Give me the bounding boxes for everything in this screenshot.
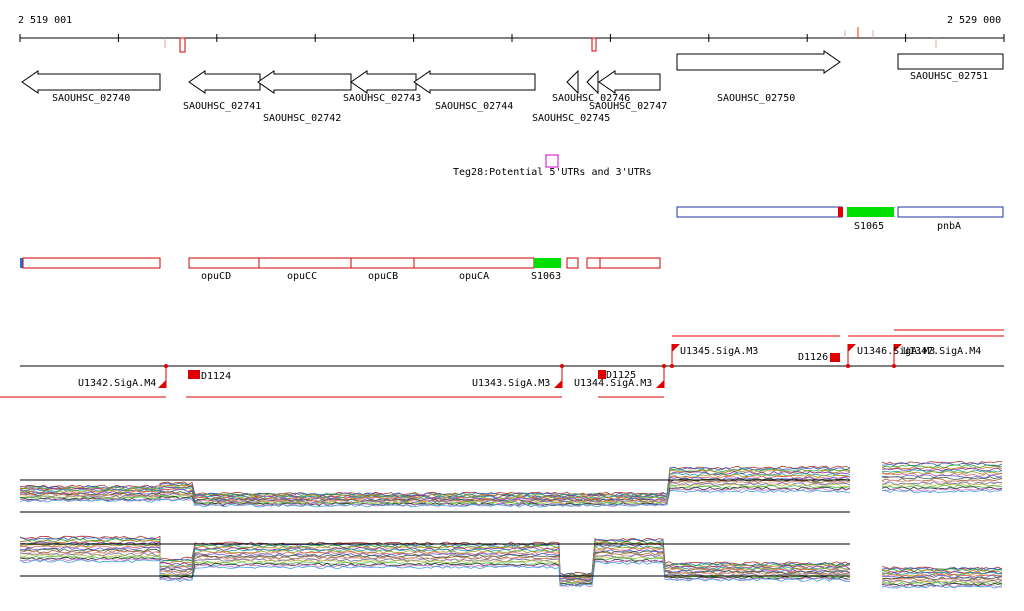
- gene-label-02750: SAOUHSC_02750: [717, 93, 795, 104]
- operon-label-opucc: opuCC: [287, 271, 317, 282]
- gene-label-02746: SAOUHSC_02746: [552, 93, 630, 104]
- promoter-flag-u1346[interactable]: [848, 344, 856, 352]
- operon-label-opucd: opuCD: [201, 271, 231, 282]
- transcript-box-small[interactable]: [566, 257, 579, 269]
- gene-arrow-02746[interactable]: [586, 69, 599, 95]
- expression-profile-line: [19, 550, 1003, 584]
- teg28-label: Teg28:Potential 5'UTRs and 3'UTRs: [453, 167, 652, 178]
- operon-label-s1063: S1063: [531, 271, 561, 282]
- operon-box-opuca[interactable]: [413, 257, 535, 269]
- operon-label-s1065: S1065: [854, 221, 884, 232]
- gene-arrow-02747[interactable]: [598, 70, 661, 94]
- gene-arrow-02742[interactable]: [257, 70, 352, 94]
- gene-label-02743: SAOUHSC_02743: [343, 93, 421, 104]
- gene-arrow-02745[interactable]: [566, 69, 579, 95]
- ruler-start-label: 2 519 001: [18, 15, 72, 26]
- expression-profile-line: [19, 489, 1003, 508]
- gene-label-02744: SAOUHSC_02744: [435, 101, 513, 112]
- operon-label-opuca: opuCA: [459, 271, 489, 282]
- transcript-end-red: [838, 207, 843, 217]
- promoter-flag-u1345[interactable]: [672, 344, 680, 352]
- expression-profile-line: [19, 548, 1003, 582]
- terminator-label-d1125: D1125: [606, 370, 636, 381]
- expression-gap: [850, 440, 882, 510]
- gene-label-02747: SAOUHSC_02747: [589, 101, 667, 112]
- promoter-flag-u1344[interactable]: [656, 380, 664, 388]
- expression-track-top: [19, 440, 1003, 513]
- expression-profile-line: [19, 559, 1003, 589]
- transcript-box-right[interactable]: [586, 257, 661, 269]
- operon-track: S1065 pnbA opuCD opuCC opuCB opuCA S1063: [20, 206, 1004, 282]
- coordinate-ruler: 2 519 001 2 529 000: [18, 15, 1005, 53]
- ruler-end-label: 2 529 000: [947, 15, 1001, 26]
- gene-label-02741: SAOUHSC_02741: [183, 101, 261, 112]
- expression-profile-line: [19, 474, 1003, 502]
- expression-profile-line: [19, 539, 1003, 578]
- terminator-d1125[interactable]: [598, 370, 606, 379]
- terminator-label-d1126: D1126: [798, 352, 828, 363]
- promoter-label-u1347: U1347.SigA.M4: [903, 346, 981, 357]
- promoter-track: U1342.SigA.M4 D1124 U1343.SigA.M3 U1344.…: [0, 329, 1004, 398]
- expression-profile-line: [19, 477, 1003, 503]
- gene-box-02751[interactable]: [897, 53, 1004, 70]
- expression-profile-line: [19, 552, 1003, 584]
- ruler-ticks: [19, 34, 1005, 42]
- expression-profile-line: [19, 541, 1003, 579]
- terminator-d1124[interactable]: [188, 370, 200, 379]
- expression-profile-line: [19, 545, 1003, 581]
- promoter-label-u1342: U1342.SigA.M4: [78, 378, 156, 389]
- gene-arrow-02741[interactable]: [188, 70, 261, 94]
- expression-profile-line: [19, 542, 1003, 579]
- gene-arrow-02740[interactable]: [21, 70, 161, 94]
- gene-label-02742: SAOUHSC_02742: [263, 113, 341, 124]
- terminator-d1126[interactable]: [830, 353, 840, 362]
- promoter-flag-u1347[interactable]: [894, 344, 902, 352]
- transcript-box-left[interactable]: [22, 257, 161, 269]
- gene-arrow-02743[interactable]: [350, 70, 417, 94]
- promoter-label-u1346: U1346.SigA.M3: [857, 346, 935, 357]
- promoter-flag-u1343[interactable]: [554, 380, 562, 388]
- gene-arrow-02744[interactable]: [413, 70, 536, 94]
- gene-label-02740: SAOUHSC_02740: [52, 93, 130, 104]
- expression-profile-line: [19, 538, 1003, 577]
- teg28-box[interactable]: [545, 154, 559, 168]
- teg-feature: Teg28:Potential 5'UTRs and 3'UTRs: [453, 154, 652, 178]
- operon-label-opucb: opuCB: [368, 271, 398, 282]
- operon-label-pnba: pnbA: [937, 221, 961, 232]
- operon-box-opucc[interactable]: [258, 257, 352, 269]
- gene-label-02745: SAOUHSC_02745: [532, 113, 610, 124]
- gene-track: SAOUHSC_02740 SAOUHSC_02741 SAOUHSC_0274…: [21, 50, 1004, 124]
- expression-gap: [850, 535, 882, 605]
- operon-box-opucb[interactable]: [350, 257, 415, 269]
- operon-box-opucd[interactable]: [188, 257, 260, 269]
- terminator-label-d1124: D1124: [201, 371, 231, 382]
- expression-profile-line: [19, 462, 1003, 497]
- srna-s1065[interactable]: [847, 207, 894, 217]
- transcript-start-blue: [20, 258, 23, 268]
- transcript-box-blue-left[interactable]: [676, 206, 843, 218]
- promoter-flag-u1342[interactable]: [158, 380, 166, 388]
- expression-track-bottom: [19, 535, 1003, 605]
- promoter-label-u1345: U1345.SigA.M3: [680, 346, 758, 357]
- ruler-marks: [164, 27, 937, 53]
- promoter-label-u1344: U1344.SigA.M3: [574, 378, 652, 389]
- gene-arrow-02750[interactable]: [676, 50, 841, 74]
- srna-s1063[interactable]: [534, 258, 561, 268]
- expression-profile-line: [19, 546, 1003, 581]
- promoter-label-u1343: U1343.SigA.M3: [472, 378, 550, 389]
- gene-label-02751: SAOUHSC_02751: [910, 71, 988, 82]
- transcript-box-pnba[interactable]: [897, 206, 1004, 218]
- expression-profile-line: [19, 481, 1003, 505]
